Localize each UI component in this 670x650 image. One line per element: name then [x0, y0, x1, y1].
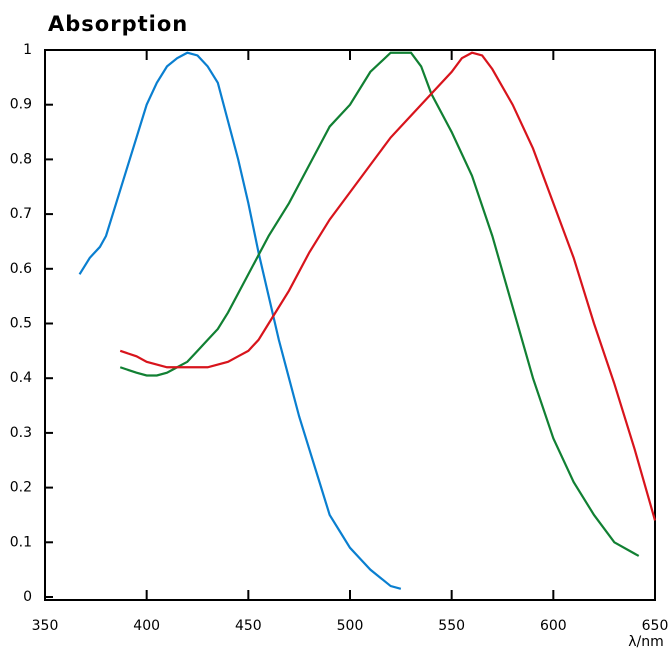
- plot-frame: [44, 49, 656, 601]
- y-tick-label: 0.4: [10, 370, 32, 386]
- line: [78, 51, 402, 590]
- y-tick-label: 0.9: [10, 97, 32, 113]
- y-tick-label: 0.7: [10, 206, 32, 222]
- y-tick-label: 0.1: [10, 534, 32, 550]
- chart-title: Absorption: [48, 12, 188, 36]
- y-tick-label: 0.8: [10, 151, 32, 167]
- x-tick-label: 400: [133, 618, 160, 634]
- y-tick-label: 0.5: [10, 316, 32, 332]
- line: [119, 51, 640, 557]
- y-tick-label: 0.3: [10, 425, 32, 441]
- x-axis-label: λ/nm: [628, 634, 664, 650]
- y-tick-label: 0.2: [10, 480, 32, 496]
- y-tick-label: 0.6: [10, 261, 32, 277]
- x-tick-label: 350: [32, 618, 59, 634]
- x-tick-label: 550: [438, 618, 465, 634]
- x-tick-label: 450: [235, 618, 262, 634]
- line: [119, 51, 657, 521]
- x-tick-label: 600: [540, 618, 567, 634]
- x-tick-label: 650: [642, 618, 669, 634]
- x-tick-label: 500: [337, 618, 364, 634]
- y-tick-label: 0: [23, 589, 32, 605]
- y-tick-label: 1: [23, 42, 32, 58]
